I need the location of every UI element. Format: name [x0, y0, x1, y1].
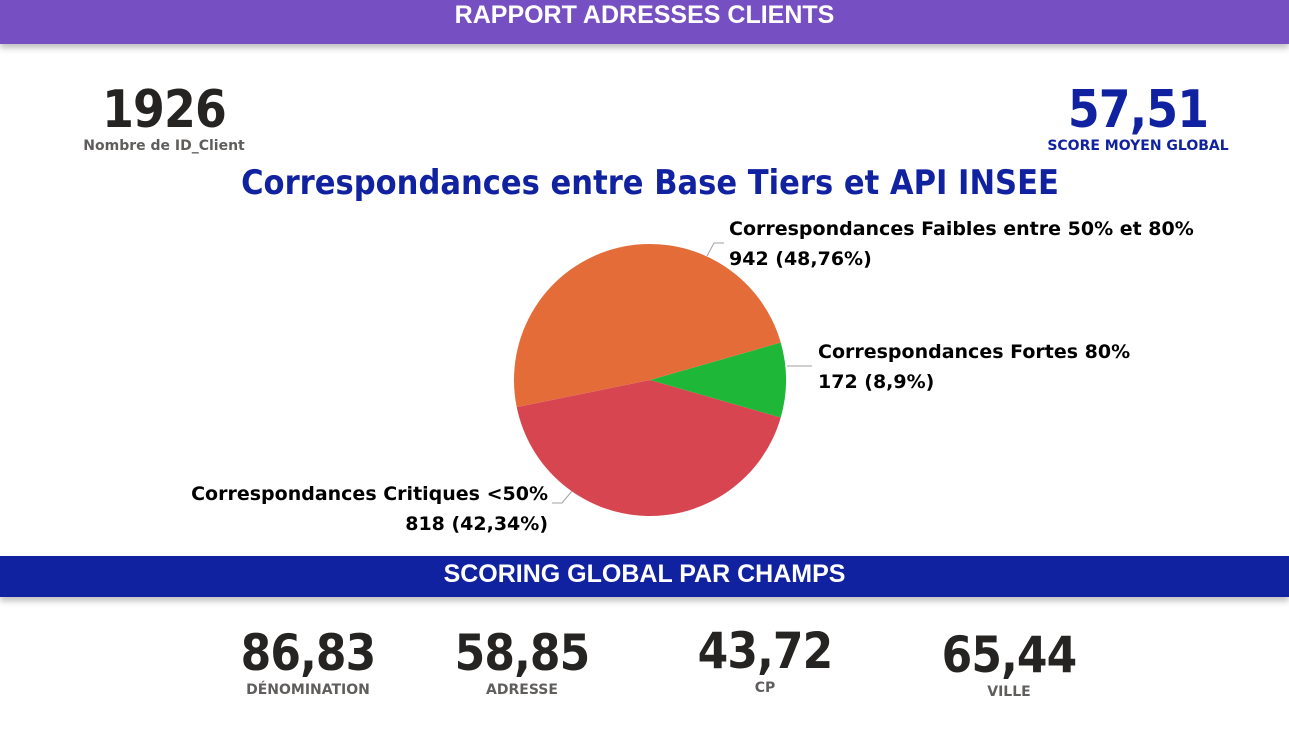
field-score-label: DÉNOMINATION	[246, 682, 370, 698]
global-score-card[interactable]: 57,51 SCORE MOYEN GLOBAL	[1036, 84, 1240, 154]
pie-slice[interactable]	[650, 342, 787, 418]
chart-title: Correspondances entre Base Tiers et API …	[241, 163, 1059, 203]
field-score-label: VILLE	[987, 684, 1031, 700]
match-distribution-pie-chart[interactable]: Correspondances Fortes 80% 172 (8,9%) Corr…	[0, 0, 1289, 560]
field-score-value: 86,83	[240, 624, 377, 682]
scoring-section-banner: SCORING GLOBAL PAR CHAMPS	[0, 556, 1289, 597]
pie-leader-line	[706, 242, 724, 257]
field-score-adresse[interactable]: 58,85 ADRESSE	[422, 628, 622, 698]
scoring-section-title: SCORING GLOBAL PAR CHAMPS	[443, 560, 846, 588]
pie-slice-value-label: 942 (48,76%)	[729, 248, 872, 270]
pie-slice-value-label: 818 (42,34%)	[405, 513, 548, 535]
field-score-label: ADRESSE	[486, 682, 558, 698]
global-score-label: SCORE MOYEN GLOBAL	[1047, 138, 1229, 154]
client-count-label: Nombre de ID_Client	[83, 138, 245, 154]
field-score-value: 43,72	[697, 622, 834, 680]
pie-slice[interactable]	[516, 380, 781, 517]
global-score-value: 57,51	[1067, 80, 1209, 140]
field-score-label: CP	[754, 680, 776, 696]
pie-slice[interactable]	[513, 243, 781, 408]
pie-slice-name-label: Correspondances Fortes 80%	[818, 341, 1130, 363]
pie-slice-name-label: Correspondances Critiques <50%	[191, 483, 548, 505]
pie-slice-name-label: Correspondances Faibles entre 50% et 80%	[729, 218, 1194, 240]
report-title: RAPPORT ADRESSES CLIENTS	[454, 1, 835, 29]
report-title-banner: RAPPORT ADRESSES CLIENTS	[0, 0, 1289, 44]
field-score-cp[interactable]: 43,72 CP	[665, 626, 865, 696]
pie-leader-line	[552, 490, 573, 504]
field-score-value: 65,44	[941, 626, 1078, 684]
client-count-value: 1926	[102, 80, 227, 140]
field-score-value: 58,85	[454, 624, 591, 682]
client-count-card[interactable]: 1926 Nombre de ID_Client	[74, 84, 254, 154]
field-score-ville[interactable]: 65,44 VILLE	[909, 630, 1109, 700]
field-score-denomination[interactable]: 86,83 DÉNOMINATION	[208, 628, 408, 698]
pie-slice-value-label: 172 (8,9%)	[818, 371, 934, 393]
